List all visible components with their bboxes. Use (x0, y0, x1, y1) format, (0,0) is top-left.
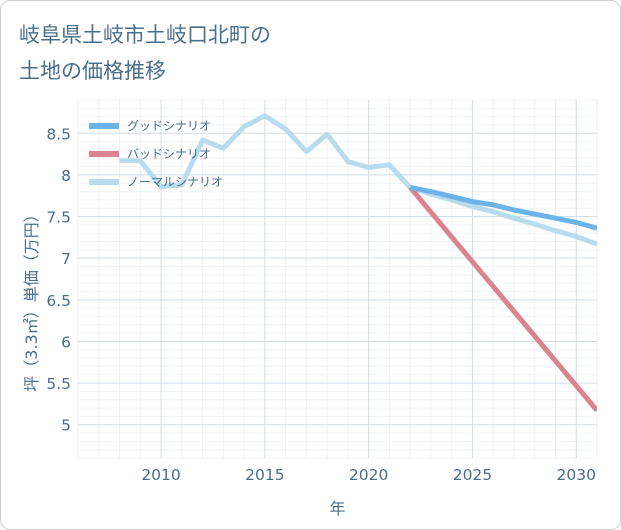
x-tick-label: 2015 (245, 466, 284, 484)
y-tick-label: 7.5 (46, 209, 71, 227)
y-tick-label: 5 (61, 417, 71, 435)
y-tick-label: 7 (61, 250, 71, 268)
y-tick-label: 8 (61, 167, 71, 185)
y-tick-label: 6 (61, 333, 71, 351)
x-tick-label: 2010 (141, 466, 180, 484)
series-line-2 (119, 113, 597, 247)
series-lines (119, 113, 597, 413)
x-tick-label: 2020 (349, 466, 388, 484)
x-axis-label: 年 (329, 499, 345, 518)
y-axis-label: 坪（3.3㎡）単価（万円） (22, 206, 41, 391)
chart-title: 岐阜県土岐市土岐口北町の 土地の価格推移 (19, 23, 271, 83)
y-tick-label: 6.5 (46, 292, 71, 310)
series-line-0 (409, 184, 597, 231)
x-tick-label: 2030 (557, 466, 596, 484)
legend-label: バッドシナリオ (127, 147, 211, 161)
y-tick-label: 5.5 (46, 375, 71, 393)
series-line-1 (408, 185, 597, 413)
x-tick-label: 2025 (453, 466, 492, 484)
legend-label: グッドシナリオ (127, 119, 211, 133)
legend-label: ノーマルシナリオ (127, 175, 223, 189)
tick-labels: 2010 2015 2020 2025 2030 5 5.5 6 6.5 7 7.5 8 8.5 (46, 125, 596, 484)
y-tick-label: 8.5 (46, 125, 71, 143)
